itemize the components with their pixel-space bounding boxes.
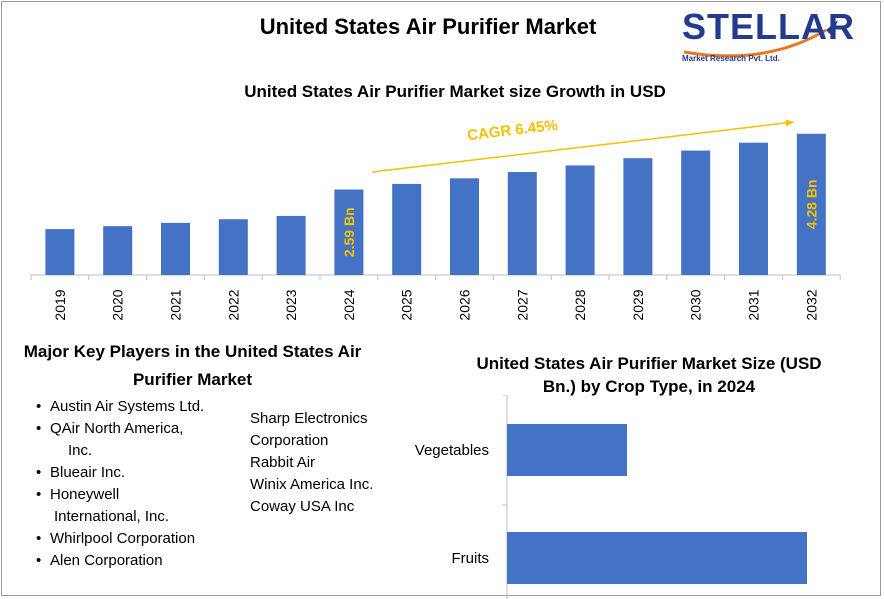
player-name: Alen Corporation xyxy=(50,552,163,569)
bar-2032 xyxy=(796,133,826,275)
bar-2022 xyxy=(218,219,248,275)
cagr-arrowhead-icon xyxy=(785,119,794,127)
bar-2027 xyxy=(507,172,537,275)
player-name: Whirlpool Corporation xyxy=(50,530,196,547)
bar-fruits xyxy=(507,532,807,584)
bar-2028 xyxy=(565,165,595,275)
players-title: Major Key Players in the United States A… xyxy=(23,342,362,389)
x-tick-label: 2030 xyxy=(688,289,704,320)
bar-vegetables xyxy=(507,424,627,476)
player-item: Alen Corporation xyxy=(36,550,236,572)
x-tick-label: 2019 xyxy=(52,289,68,320)
player-item: Blueair Inc. xyxy=(36,462,236,484)
player-name: Austin Air Systems Ltd. xyxy=(50,398,205,415)
data-label-2024: 2.59 Bn xyxy=(341,207,357,257)
player-name: International, Inc. xyxy=(54,508,170,525)
logo-wordmark: STELLAR xyxy=(682,6,855,47)
x-tick-label: 2026 xyxy=(457,289,473,320)
logo-subtitle: Market Research Pvt. Ltd. xyxy=(682,54,780,63)
player-name: Sharp Electronics xyxy=(250,410,368,427)
players-list-2: Sharp Electronics Corporation Rabbit Air Wi… xyxy=(250,408,410,518)
x-tick-label: 2023 xyxy=(283,289,299,320)
x-tick-label: 2031 xyxy=(746,289,762,320)
bar-2030 xyxy=(681,150,711,275)
growth-bar-chart: 2019 2020 2021 2022 2023 2024 2.59 Bn 2025 2026 2… xyxy=(30,117,841,321)
bar-2026 xyxy=(450,178,479,275)
stellar-logo: STELLAR Market Research Pvt. Ltd. xyxy=(676,6,854,68)
x-tick-label: 2029 xyxy=(630,289,646,320)
x-tick-label: 2032 xyxy=(803,289,819,320)
x-tick-label: 2024 xyxy=(341,289,357,320)
player-name: Honeywell xyxy=(50,486,120,503)
player-item: Whirlpool Corporation xyxy=(36,528,236,550)
player-name: Winix America Inc. xyxy=(250,476,374,493)
player-item: Austin Air Systems Ltd. xyxy=(36,396,236,418)
bar-2024 xyxy=(334,189,364,275)
data-label-2032: 4.28 Bn xyxy=(803,179,819,229)
crop-bar-chart: Vegetables Fruits xyxy=(415,395,807,599)
bar-2021 xyxy=(161,222,190,275)
bar-2019 xyxy=(45,229,75,275)
x-tick-label: 2028 xyxy=(572,289,588,320)
player-item: QAir North America, Inc. xyxy=(36,418,236,462)
x-tick-label: 2020 xyxy=(110,289,126,320)
bar-2029 xyxy=(623,158,653,275)
page-title: United States Air Purifier Market xyxy=(259,14,597,39)
x-tick-label: 2021 xyxy=(168,289,184,320)
crop-chart-title: United States Air Purifier Market Size (… xyxy=(476,354,822,396)
x-tick-label: 2027 xyxy=(514,289,530,320)
player-name: Blueair Inc. xyxy=(50,464,126,481)
x-tick-label: 2025 xyxy=(399,289,415,320)
bar-2025 xyxy=(392,183,422,275)
bar-2031 xyxy=(739,142,768,275)
bar-2020 xyxy=(103,226,133,275)
y-tick-label: Fruits xyxy=(452,550,490,567)
player-name: Coway USA Inc xyxy=(250,498,355,515)
logo-swoosh-icon xyxy=(683,20,838,58)
bar-2023 xyxy=(276,215,306,275)
player-name: Rabbit Air xyxy=(250,454,316,471)
y-tick-label: Vegetables xyxy=(415,442,489,459)
x-tick-label: 2022 xyxy=(225,289,241,320)
players-list: Austin Air Systems Ltd. QAir North Americ… xyxy=(36,396,236,572)
cagr-annotation: CAGR 6.45% xyxy=(466,117,558,145)
cagr-arrow xyxy=(371,121,795,173)
growth-chart-title: United States Air Purifier Market size G… xyxy=(244,82,666,101)
player-name: QAir North America, xyxy=(50,420,184,437)
player-item: Honeywell International, Inc. xyxy=(36,484,236,528)
player-name: Inc. xyxy=(68,442,93,459)
player-name: Corporation xyxy=(250,432,329,449)
